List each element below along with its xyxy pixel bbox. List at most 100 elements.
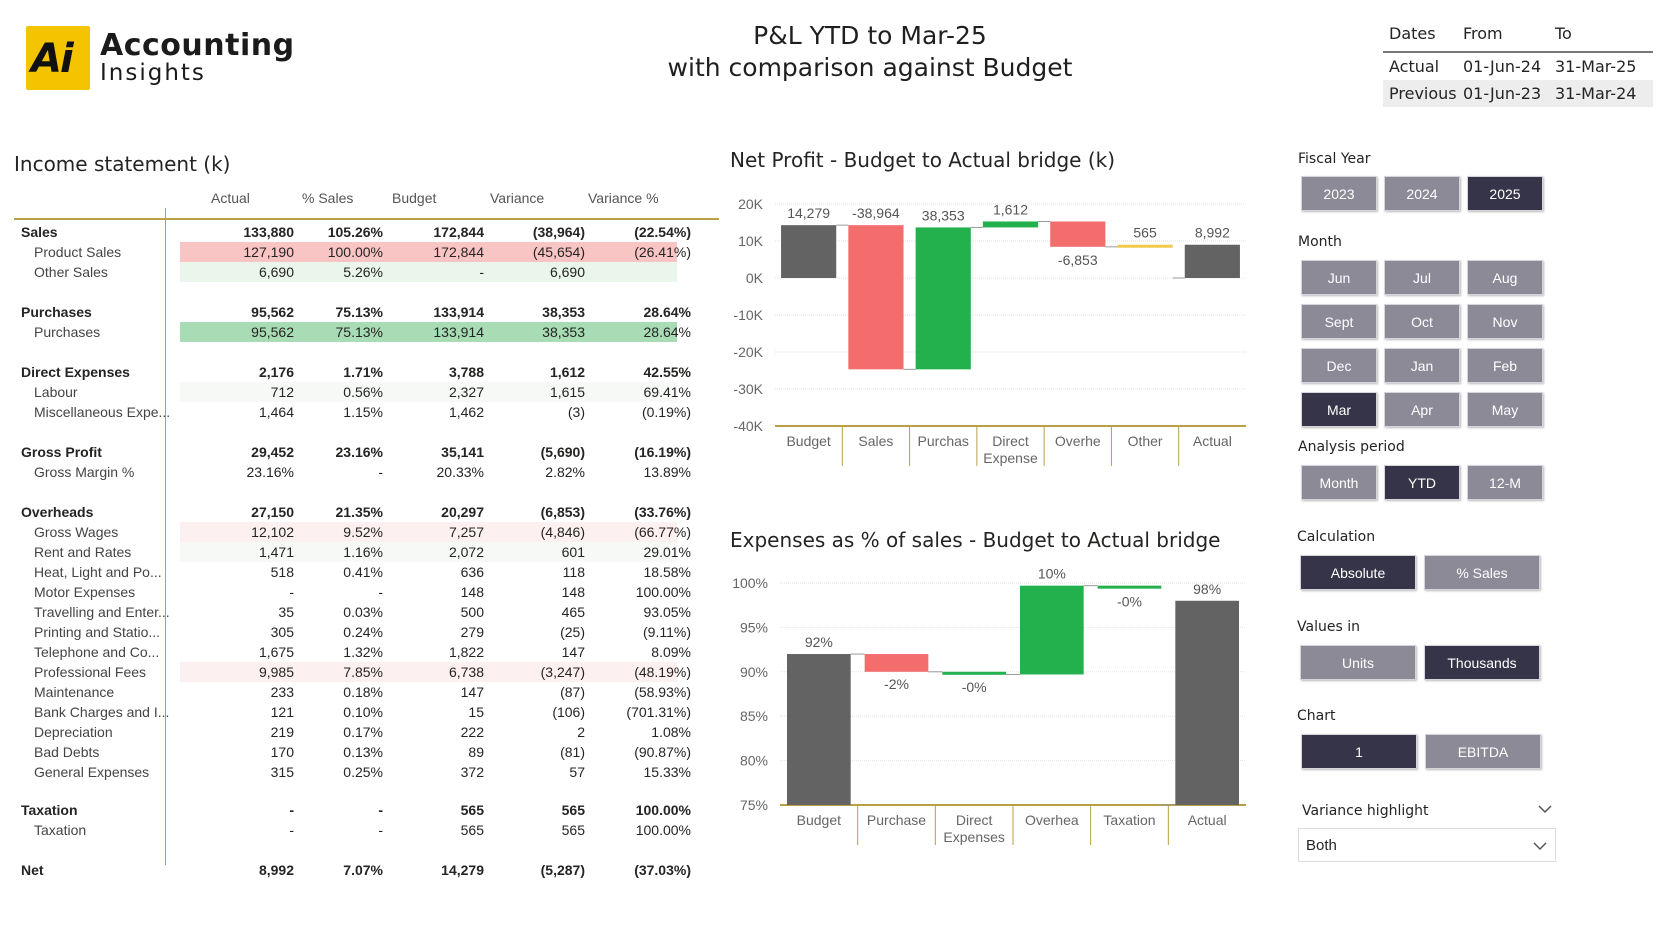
cell-variance-pct: (22.54%) bbox=[634, 224, 691, 240]
table-row[interactable]: General Expenses 315 0.25% 372 57 15.33% bbox=[14, 762, 719, 782]
table-row[interactable]: Telephone and Co... 1,675 1.32% 1,822 147 8.0… bbox=[14, 642, 719, 662]
values-in-option-thousands[interactable]: Thousands bbox=[1424, 645, 1540, 680]
table-row[interactable]: Depreciation 219 0.17% 222 2 1.08% bbox=[14, 722, 719, 742]
table-row[interactable]: Heat, Light and Po... 518 0.41% 636 118 18.58… bbox=[14, 562, 719, 582]
cell-variance: 148 bbox=[561, 584, 585, 600]
y-tick-label: 90% bbox=[740, 664, 768, 680]
cell-pct-sales: 75.13% bbox=[335, 324, 383, 340]
y-tick-label: 100% bbox=[732, 575, 768, 591]
table-row[interactable]: Professional Fees 9,985 7.85% 6,738 (3,247) (… bbox=[14, 662, 719, 682]
data-label: 98% bbox=[1193, 581, 1221, 597]
analysis-period-option-month[interactable]: Month bbox=[1301, 465, 1377, 500]
values-in-option-units[interactable]: Units bbox=[1300, 645, 1416, 680]
chart-option-ebitda[interactable]: EBITDA bbox=[1425, 734, 1541, 769]
logo-line-2: Insights bbox=[100, 60, 206, 86]
variance-highlight-dropdown[interactable]: Both bbox=[1298, 828, 1556, 862]
table-row[interactable]: Printing and Statio... 305 0.24% 279 (25) (9.… bbox=[14, 622, 719, 642]
table-row[interactable]: Product Sales 127,190 100.00% 172,844 (45,65… bbox=[14, 242, 719, 262]
col-header-actual[interactable]: Actual bbox=[211, 190, 250, 206]
y-tick-label: 0K bbox=[746, 270, 764, 286]
table-row[interactable]: Taxation - - 565 565 100.00% bbox=[14, 800, 719, 820]
analysis-period-option-ytd[interactable]: YTD bbox=[1384, 465, 1460, 500]
row-label: Travelling and Enter... bbox=[34, 604, 170, 620]
table-row[interactable]: Other Sales 6,690 5.26% - 6,690 bbox=[14, 262, 719, 282]
month-option-aug[interactable]: Aug bbox=[1467, 260, 1543, 295]
col-header-budget[interactable]: Budget bbox=[392, 190, 437, 206]
table-row[interactable]: Miscellaneous Expe... 1,464 1.15% 1,462 (3) (… bbox=[14, 402, 719, 422]
cell-variance-pct: (26.41%) bbox=[634, 244, 691, 260]
data-label: -2% bbox=[884, 676, 909, 692]
cell-pct-sales: 105.26% bbox=[327, 224, 383, 240]
cell-budget: 172,844 bbox=[433, 224, 484, 240]
income-statement-header: Actual % Sales Budget Variance Variance … bbox=[14, 190, 719, 220]
x-category-label: Other bbox=[1128, 433, 1163, 449]
table-row[interactable]: Overheads 27,150 21.35% 20,297 (6,853) (33.76… bbox=[14, 502, 719, 522]
cell-variance: (5,287) bbox=[540, 862, 585, 878]
analysis-period-option-12-m[interactable]: 12-M bbox=[1467, 465, 1543, 500]
month-option-mar[interactable]: Mar bbox=[1301, 392, 1377, 427]
data-label: 565 bbox=[1133, 225, 1157, 241]
row-label: Gross Wages bbox=[34, 524, 119, 540]
data-label: -6,853 bbox=[1058, 252, 1098, 268]
fiscal-year-option-2023[interactable]: 2023 bbox=[1301, 176, 1377, 211]
bar-overhe bbox=[1050, 221, 1106, 247]
cell-pct-sales: - bbox=[378, 822, 383, 838]
month-option-apr[interactable]: Apr bbox=[1384, 392, 1460, 427]
cell-actual: - bbox=[289, 822, 294, 838]
cell-actual: 1,675 bbox=[258, 644, 294, 660]
cell-variance-pct: (66.77%) bbox=[634, 524, 691, 540]
table-row[interactable]: Labour 712 0.56% 2,327 1,615 69.41% bbox=[14, 382, 719, 402]
row-label: Bad Debts bbox=[34, 744, 100, 760]
calculation-option--sales[interactable]: % Sales bbox=[1424, 555, 1540, 590]
table-row[interactable]: Bad Debts 170 0.13% 89 (81) (90.87%) bbox=[14, 742, 719, 762]
table-row[interactable]: Motor Expenses - - 148 148 100.00% bbox=[14, 582, 719, 602]
chart-option-1[interactable]: 1 bbox=[1301, 734, 1417, 769]
table-row[interactable]: Taxation - - 565 565 100.00% bbox=[14, 820, 719, 840]
month-option-jul[interactable]: Jul bbox=[1384, 260, 1460, 295]
cell-budget: 372 bbox=[460, 764, 484, 780]
table-row[interactable]: Bank Charges and I... 121 0.10% 15 (106) (701… bbox=[14, 702, 719, 722]
month-option-dec[interactable]: Dec bbox=[1301, 348, 1377, 383]
table-row[interactable]: Maintenance 233 0.18% 147 (87) (58.93%) bbox=[14, 682, 719, 702]
table-row[interactable]: Net 8,992 7.07% 14,279 (5,287) (37.03%) bbox=[14, 860, 719, 880]
x-category-label: Actual bbox=[1193, 433, 1232, 449]
cell-pct-sales: - bbox=[378, 802, 383, 818]
variance-highlight bbox=[180, 522, 677, 542]
expenses-bridge-chart: Expenses as % of sales - Budget to Actua… bbox=[730, 528, 1250, 858]
month-option-sept[interactable]: Sept bbox=[1301, 304, 1377, 339]
table-row[interactable]: Travelling and Enter... 35 0.03% 500 465 93.0… bbox=[14, 602, 719, 622]
data-label: 38,353 bbox=[922, 207, 965, 223]
cell-variance: 147 bbox=[561, 644, 585, 660]
cell-budget: 565 bbox=[460, 802, 484, 818]
table-row[interactable]: Rent and Rates 1,471 1.16% 2,072 601 29.01% bbox=[14, 542, 719, 562]
table-row[interactable]: Sales 133,880 105.26% 172,844 (38,964) (22.54… bbox=[14, 222, 719, 242]
col-header-pct-sales[interactable]: % Sales bbox=[302, 190, 354, 206]
report-title-line-2: with comparison against Budget bbox=[667, 53, 1073, 82]
month-option-oct[interactable]: Oct bbox=[1384, 304, 1460, 339]
month-option-may[interactable]: May bbox=[1467, 392, 1543, 427]
month-option-nov[interactable]: Nov bbox=[1467, 304, 1543, 339]
fiscal-year-option-2025[interactable]: 2025 bbox=[1467, 176, 1543, 211]
month-option-jun[interactable]: Jun bbox=[1301, 260, 1377, 295]
cell-budget: 20,297 bbox=[441, 504, 484, 520]
cell-variance: 565 bbox=[561, 822, 585, 838]
col-header-variance-pct[interactable]: Variance % bbox=[588, 190, 659, 206]
fiscal-year-option-2024[interactable]: 2024 bbox=[1384, 176, 1460, 211]
table-row[interactable]: Gross Margin % 23.16% - 20.33% 2.82% 13.89% bbox=[14, 462, 719, 482]
expenses-chart-title: Expenses as % of sales - Budget to Actua… bbox=[730, 528, 1221, 552]
chevron-down-icon[interactable] bbox=[1537, 803, 1553, 815]
month-option-feb[interactable]: Feb bbox=[1467, 348, 1543, 383]
month-option-jan[interactable]: Jan bbox=[1384, 348, 1460, 383]
net-profit-bridge-chart: Net Profit - Budget to Actual bridge (k)… bbox=[730, 148, 1250, 478]
table-row[interactable]: Direct Expenses 2,176 1.71% 3,788 1,612 42.55… bbox=[14, 362, 719, 382]
dates-row-previous: Previous 01-Jun-23 31-Mar-24 bbox=[1383, 80, 1653, 107]
table-row[interactable]: Gross Wages 12,102 9.52% 7,257 (4,846) (66.77… bbox=[14, 522, 719, 542]
table-row[interactable]: Gross Profit 29,452 23.16% 35,141 (5,690) (16… bbox=[14, 442, 719, 462]
table-row[interactable]: Purchases 95,562 75.13% 133,914 38,353 28.64% bbox=[14, 302, 719, 322]
table-row[interactable]: Purchases 95,562 75.13% 133,914 38,353 28.64% bbox=[14, 322, 719, 342]
col-header-variance[interactable]: Variance bbox=[490, 190, 545, 206]
expenses-chart-svg: 100% 95% 90% 85% 80% 75% 92% Budget -2% Purchase -… bbox=[732, 568, 1246, 845]
calculation-option-absolute[interactable]: Absolute bbox=[1300, 555, 1416, 590]
cell-variance: (87) bbox=[560, 684, 585, 700]
cell-variance: 601 bbox=[561, 544, 585, 560]
